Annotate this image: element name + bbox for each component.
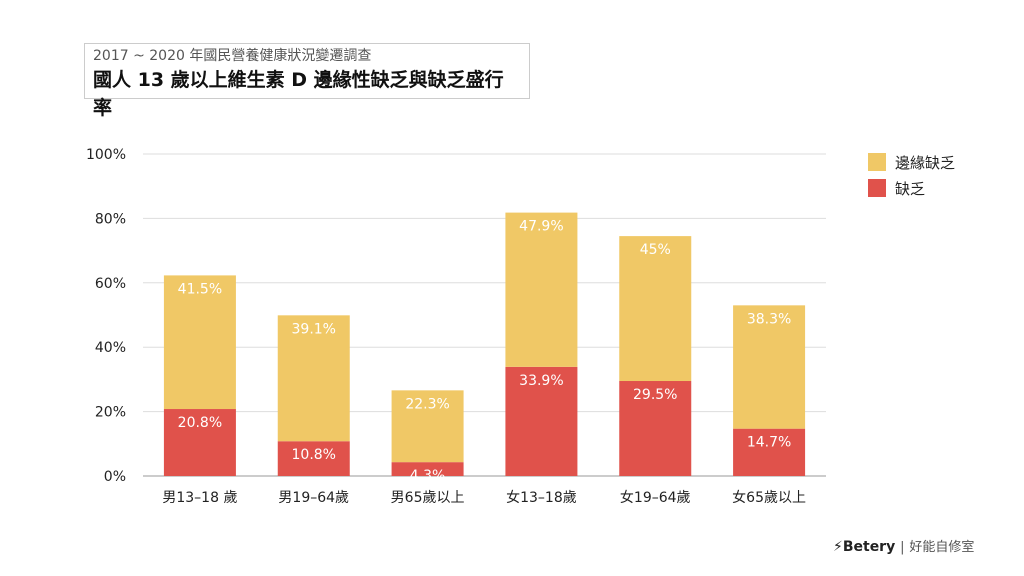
data-label: 38.3% xyxy=(747,311,791,327)
bar-segment xyxy=(163,409,236,476)
data-label: 33.9% xyxy=(519,373,563,389)
y-tick-label: 60% xyxy=(95,276,126,292)
data-label: 47.9% xyxy=(519,219,563,235)
x-tick-label: 男13–18 歲 xyxy=(162,490,237,506)
data-label: 41.5% xyxy=(178,281,222,297)
bar-segment xyxy=(163,275,236,410)
bar-segment xyxy=(277,315,350,442)
data-label: 45% xyxy=(640,242,671,258)
legend-label: 缺乏 xyxy=(895,180,925,198)
title-box: 2017 ~ 2020 年國民營養健康狀況變遷調查 國人 13 歲以上維生素 D… xyxy=(84,43,530,119)
chart-subtitle: 2017 ~ 2020 年國民營養健康狀況變遷調查 xyxy=(93,48,372,64)
y-tick-label: 40% xyxy=(95,340,126,356)
x-tick-label: 男65歲以上 xyxy=(391,490,465,506)
y-tick-label: 80% xyxy=(95,211,126,227)
bar-segment xyxy=(619,381,692,476)
legend-label: 邊緣缺乏 xyxy=(895,154,955,172)
bar-segment xyxy=(619,236,692,382)
chart-title: 國人 13 歲以上維生素 D 邊緣性缺乏與缺乏盛行率 xyxy=(93,69,504,119)
x-tick-label: 女13–18歲 xyxy=(506,489,577,506)
x-tick-label: 女65歲以上 xyxy=(732,489,806,506)
data-label: 39.1% xyxy=(292,321,336,337)
data-label: 29.5% xyxy=(633,387,677,403)
brand-name: 好能自修室 xyxy=(909,540,975,555)
x-tick-label: 男19–64歲 xyxy=(278,490,349,506)
brand-logo: ⚡Betery xyxy=(833,539,896,555)
brand-footer: ⚡Betery | 好能自修室 xyxy=(833,536,974,555)
legend-swatch xyxy=(868,179,886,197)
data-label: 4.3% xyxy=(410,468,446,484)
bar-segment xyxy=(505,366,578,476)
y-tick-label: 100% xyxy=(86,147,126,163)
bar-segment xyxy=(505,212,578,367)
bar-segment xyxy=(733,305,806,429)
y-tick-label: 20% xyxy=(95,405,126,421)
data-label: 10.8% xyxy=(292,447,336,463)
x-tick-label: 女19–64歲 xyxy=(620,489,691,506)
bar-segment xyxy=(391,390,464,463)
bar-segment xyxy=(733,428,806,476)
bar-segment xyxy=(391,462,464,476)
bar-segment xyxy=(277,441,350,476)
brand-separator: | xyxy=(900,540,905,555)
y-tick-label: 0% xyxy=(104,469,126,485)
legend-swatch xyxy=(868,153,886,171)
data-label: 22.3% xyxy=(405,396,449,412)
data-label: 20.8% xyxy=(178,415,222,431)
data-label: 14.7% xyxy=(747,435,791,451)
